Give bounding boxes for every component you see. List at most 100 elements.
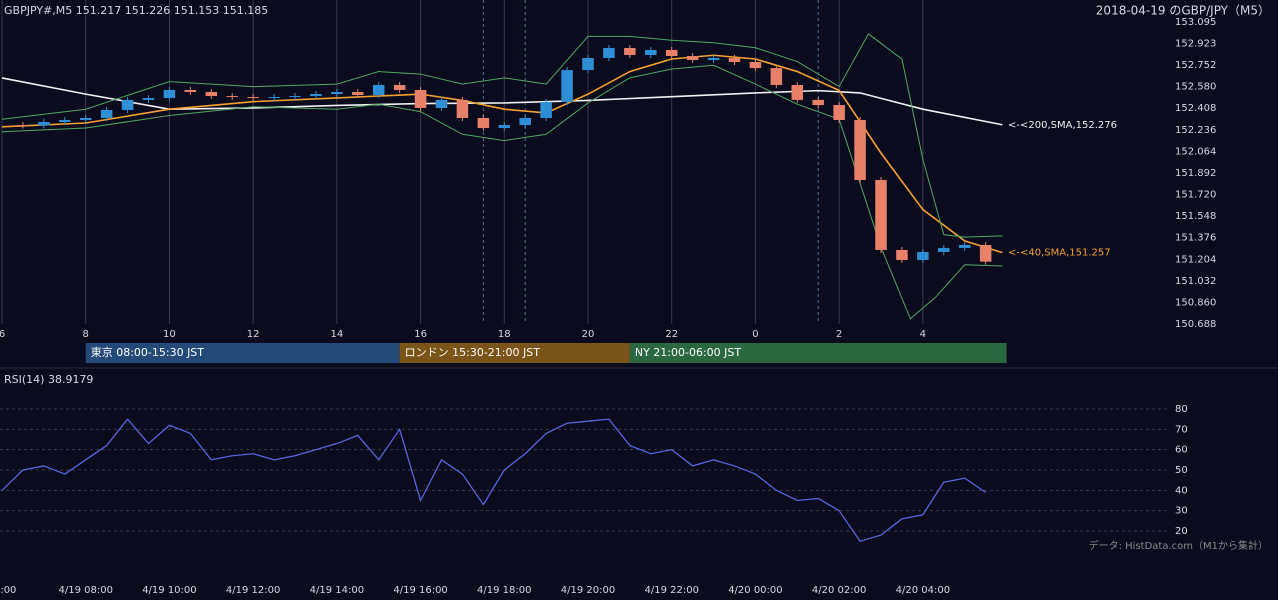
indicator-line — [1, 33, 1003, 238]
candle — [875, 179, 887, 250]
candle — [184, 90, 197, 93]
x-tick-label: 4/20 02:00 — [812, 585, 866, 596]
x-tick-label: 14 — [330, 329, 343, 340]
candle — [749, 62, 762, 69]
y-tick-label: 151.720 — [1175, 190, 1216, 201]
session-bar — [399, 343, 630, 363]
y-tick-label: 152.236 — [1175, 125, 1216, 136]
x-tick-label: 2 — [836, 329, 842, 340]
x-tick-label: 4/19 20:00 — [561, 585, 615, 596]
candle — [707, 58, 720, 61]
x-tick-label: 4 — [920, 329, 926, 340]
candle — [540, 102, 552, 118]
candle — [331, 92, 343, 95]
candle — [686, 56, 699, 61]
y-tick-label: 151.376 — [1175, 233, 1216, 244]
candle — [770, 68, 783, 85]
x-tick-label: 20 — [582, 329, 595, 340]
candle — [896, 249, 908, 261]
candle — [205, 92, 218, 97]
candle — [352, 92, 364, 96]
candle — [79, 117, 92, 120]
candle — [728, 58, 741, 63]
annotation: <-<40,SMA,151.257 — [1008, 248, 1111, 259]
x-tick-label: 10 — [163, 329, 176, 340]
candle — [247, 97, 259, 99]
candle — [142, 98, 155, 100]
candle — [519, 117, 531, 126]
indicator-line — [1, 54, 1003, 254]
candle — [226, 96, 238, 98]
candle — [561, 70, 573, 103]
candle — [435, 99, 448, 108]
x-tick-label: 4/19 18:00 — [477, 585, 531, 596]
candle — [38, 121, 50, 126]
x-tick-label: 4/19 14:00 — [310, 585, 364, 596]
x-tick-label: 22 — [665, 329, 678, 340]
candle — [59, 119, 71, 122]
candle — [289, 96, 301, 98]
candle — [310, 94, 322, 97]
y-tick-label: 153.095 — [1175, 17, 1216, 28]
y-tick-label: 152.408 — [1175, 103, 1216, 114]
x-tick-label: 16 — [414, 329, 427, 340]
candle — [498, 125, 511, 129]
credit: データ: HistData.com（M1から集計） — [1089, 539, 1268, 552]
y-tick-label: 30 — [1175, 506, 1188, 517]
x-tick-label: 8 — [83, 329, 89, 340]
y-tick-label: 151.548 — [1175, 211, 1216, 222]
candle — [414, 90, 427, 108]
x-tick-label: 06:00 — [0, 585, 16, 596]
candle — [958, 244, 971, 248]
candle — [812, 99, 824, 106]
y-tick-label: 152.923 — [1175, 39, 1216, 50]
x-tick-label: 4/20 00:00 — [728, 585, 782, 596]
chart-title: RSI(14) 38.9179 — [4, 373, 93, 386]
candle — [791, 84, 804, 100]
session-bar — [629, 343, 1007, 363]
y-tick-label: 151.032 — [1175, 276, 1216, 287]
chart-subtitle: 2018-04-19 のGBP/JPY（M5） — [1096, 4, 1270, 18]
candle — [393, 84, 406, 91]
annotation: <-<200,SMA,152.276 — [1008, 120, 1117, 131]
session-label: ロンドン 15:30-21:00 JST — [405, 346, 541, 359]
y-tick-label: 80 — [1175, 404, 1188, 415]
x-tick-label: 0 — [752, 329, 758, 340]
candle — [917, 251, 929, 261]
candle — [17, 125, 29, 127]
candle — [854, 119, 866, 180]
chart-title: GBPJPY#,M5 151.217 151.226 151.153 151.1… — [4, 4, 268, 17]
x-tick-label: 4/19 16:00 — [393, 585, 447, 596]
candle — [665, 49, 678, 57]
x-tick-label: 4/19 22:00 — [644, 585, 698, 596]
candle — [603, 47, 615, 59]
y-tick-label: 152.752 — [1175, 60, 1216, 71]
candle — [456, 99, 469, 118]
x-tick-label: 18 — [498, 329, 511, 340]
session-label: NY 21:00-06:00 JST — [635, 346, 742, 359]
y-tick-label: 152.064 — [1175, 146, 1216, 157]
x-tick-label: 4/19 08:00 — [58, 585, 112, 596]
candle — [979, 244, 992, 262]
y-tick-label: 60 — [1175, 445, 1188, 456]
candle — [624, 47, 636, 55]
y-tick-label: 151.892 — [1175, 168, 1216, 179]
x-tick-label: 6 — [0, 329, 5, 340]
candle — [582, 58, 594, 71]
x-tick-label: 4/19 10:00 — [142, 585, 196, 596]
session-label: 東京 08:00-15:30 JST — [91, 345, 205, 359]
candle — [100, 109, 113, 118]
candle — [645, 49, 657, 55]
y-tick-label: 20 — [1175, 526, 1188, 537]
y-tick-label: 150.688 — [1175, 319, 1216, 330]
x-tick-label: 12 — [247, 329, 260, 340]
candle — [268, 97, 280, 99]
candle — [163, 90, 176, 99]
y-tick-label: 70 — [1175, 424, 1188, 435]
y-tick-label: 152.580 — [1175, 82, 1216, 93]
candle — [477, 117, 490, 129]
candle — [372, 84, 385, 96]
rsi-line — [1, 418, 987, 542]
